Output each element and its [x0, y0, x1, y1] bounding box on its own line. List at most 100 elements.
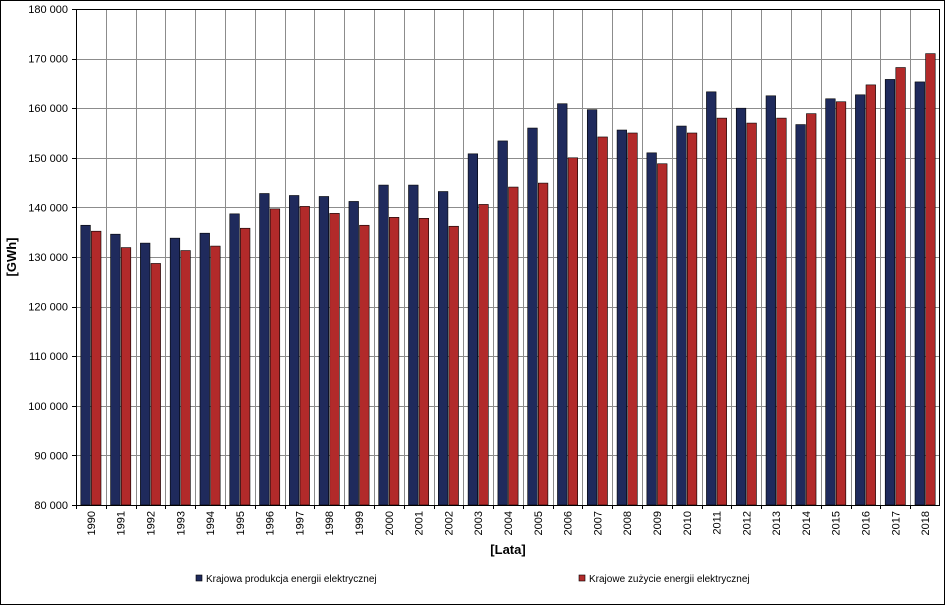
x-tick-label-1999: 1999 [354, 511, 366, 535]
plot-area-border [76, 9, 940, 506]
bar-production-2002 [438, 191, 449, 506]
y-axis-ticks: 80 000 90 000 100 000 110 000 120 000 130 000… [28, 4, 76, 512]
y-tick-label: 110 000 [29, 351, 68, 363]
bar-production-1992 [140, 242, 151, 506]
bar-consumption-2011 [716, 117, 727, 506]
bar-consumption-1999 [359, 224, 370, 506]
bar-consumption-2005 [537, 182, 549, 506]
legend: Krajowa produkcja energii elektrycznej Kr… [195, 574, 750, 585]
x-tick-label-2006: 2006 [563, 511, 575, 535]
x-tick-label-2013: 2013 [771, 511, 783, 535]
bar-consumption-1998 [329, 213, 340, 506]
y-axis-label: [GWh] [4, 238, 19, 277]
y-tick-label: 180 000 [28, 4, 68, 16]
bar-production-2007 [586, 109, 598, 506]
bar-production-2000 [378, 184, 389, 506]
x-axis-ticks: 1990 1991 1992 1993 1994 1995 1996 1997 1998 1999… [76, 505, 932, 535]
y-tick-label: 80 000 [34, 500, 68, 512]
bar-production-2006 [557, 103, 568, 506]
bar-consumption-1990 [91, 230, 102, 506]
bar-consumption-1994 [210, 245, 221, 506]
legend-swatch-consumption [578, 574, 586, 582]
bar-production-1994 [199, 232, 210, 506]
x-tick-label-2000: 2000 [384, 511, 396, 535]
bar-production-1996 [259, 193, 270, 506]
bar-consumption-1996 [269, 208, 281, 506]
bar-consumption-2008 [627, 132, 638, 506]
legend-label-production: Krajowa produkcja energii elektrycznej [206, 574, 377, 585]
x-tick-label-2015: 2015 [831, 511, 843, 535]
x-tick-label-1994: 1994 [205, 511, 217, 535]
bar-consumption-2004 [508, 186, 519, 506]
y-tick-label: 130 000 [28, 252, 68, 264]
legend-swatch-production [195, 574, 203, 582]
x-tick-label-1996: 1996 [265, 511, 277, 535]
legend-label-consumption: Krajowe zużycie energii elektrycznej [589, 574, 750, 585]
bar-production-2018 [914, 81, 925, 506]
y-tick-label: 160 000 [28, 103, 68, 115]
y-tick-label: 150 000 [28, 153, 68, 165]
bar-consumption-1995 [240, 227, 251, 506]
x-tick-label-2012: 2012 [741, 511, 753, 535]
x-tick-label-2005: 2005 [533, 511, 545, 535]
bar-production-2003 [467, 153, 479, 506]
bar-consumption-2012 [746, 122, 757, 506]
y-tick-label: 170 000 [28, 54, 68, 66]
bar-production-2004 [497, 140, 508, 506]
x-tick-label-1992: 1992 [145, 511, 157, 535]
x-tick-label-2001: 2001 [414, 511, 426, 535]
x-tick-label-2017: 2017 [890, 511, 902, 535]
bar-production-2010 [676, 125, 687, 506]
x-tick-label-2010: 2010 [682, 511, 694, 535]
bar-production-1995 [229, 213, 240, 506]
x-tick-label-1993: 1993 [175, 511, 187, 535]
bar-consumption-2015 [835, 101, 847, 506]
bar-consumption-2002 [448, 225, 459, 506]
bar-consumption-1997 [299, 206, 310, 506]
x-tick-label-1995: 1995 [235, 511, 247, 535]
bar-production-2009 [646, 152, 657, 506]
bar-production-2005 [527, 127, 538, 506]
bar-consumption-2017 [895, 67, 906, 506]
x-tick-label-2011: 2011 [712, 511, 724, 535]
bar-production-2012 [735, 107, 747, 506]
bar-consumption-2006 [567, 157, 578, 506]
bar-consumption-2009 [657, 163, 668, 506]
x-axis-label: [Lata] [490, 542, 525, 557]
x-tick-label-2014: 2014 [801, 511, 813, 535]
y-tick-label: 90 000 [34, 450, 68, 462]
x-tick-label-2016: 2016 [861, 511, 873, 535]
bar-production-1993 [169, 237, 181, 506]
bar-production-2017 [884, 79, 896, 506]
x-tick-label-2003: 2003 [473, 511, 485, 535]
x-tick-label-1997: 1997 [294, 511, 306, 535]
bar-production-1997 [289, 195, 300, 506]
y-tick-label: 100 000 [28, 401, 68, 413]
bar-production-2011 [706, 91, 717, 506]
bar-production-1990 [80, 224, 91, 506]
bar-production-1998 [318, 196, 330, 506]
bar-consumption-1992 [150, 263, 161, 506]
bar-production-1999 [348, 201, 359, 506]
bar-production-2016 [855, 94, 866, 506]
x-tick-label-2018: 2018 [920, 511, 932, 535]
x-tick-label-2007: 2007 [592, 511, 604, 535]
bar-consumption-2018 [925, 53, 936, 506]
x-tick-label-1998: 1998 [324, 511, 336, 535]
y-tick-label: 120 000 [28, 302, 68, 314]
x-tick-label-1991: 1991 [116, 511, 128, 535]
bar-production-1991 [110, 233, 121, 506]
bar-production-2008 [616, 129, 627, 506]
bar-consumption-2013 [776, 117, 787, 506]
plot-frame [76, 9, 940, 506]
bar-consumption-2014 [806, 113, 817, 506]
bar-production-2013 [765, 95, 776, 506]
bar-consumption-2000 [389, 217, 400, 506]
bar-production-2001 [408, 184, 419, 506]
bar-consumption-2003 [478, 204, 489, 506]
bar-production-2015 [825, 98, 836, 506]
x-tick-label-2004: 2004 [503, 511, 515, 535]
y-tick-label: 140 000 [28, 202, 68, 214]
